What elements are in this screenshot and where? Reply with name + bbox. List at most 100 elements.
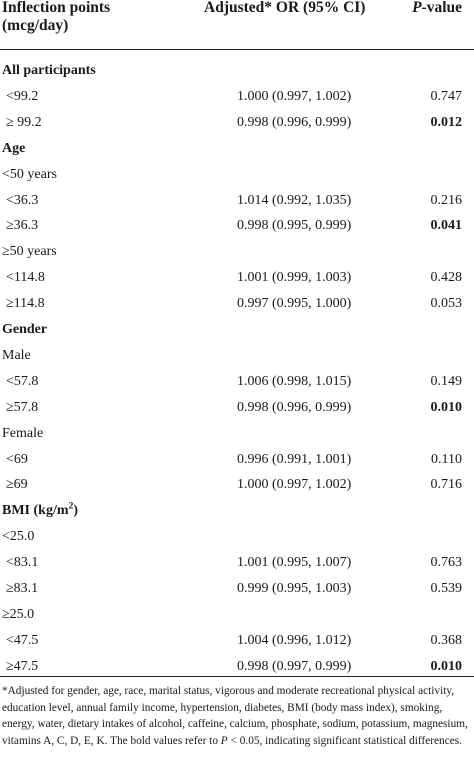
row-label-text: <83.1 (6, 555, 39, 571)
row-p-value: 0.539 (430, 581, 463, 596)
table-row: <57.8 1.006 (0.998, 1.015) 0.149 (0, 369, 474, 395)
header-adjusted-or: Adjusted* OR (95% CI) (204, 0, 366, 16)
row-label-text: <114.8 (6, 270, 45, 286)
row-odds-ratio: 0.998 (0.995, 0.999) (237, 218, 352, 234)
row-label: ≥57.8 (6, 395, 38, 421)
row-label-text: <57.8 (6, 373, 39, 389)
row-label: ≥36.3 (6, 213, 38, 239)
row-label: <36.3 (6, 188, 38, 214)
row-label: ≥25.0 (2, 602, 34, 628)
row-label-text: <25.0 (2, 529, 35, 545)
row-label-text: Male (2, 347, 31, 363)
row-label-after: ) (73, 503, 79, 519)
row-label-text: All participants (2, 63, 96, 78)
row-label-text: ≥25.0 (2, 606, 35, 622)
row-label: Age (2, 136, 25, 162)
row-label: <50 years (2, 162, 57, 188)
row-odds-ratio: 1.004 (0.996, 1.012) (237, 632, 352, 648)
row-label-text: ≥47.5 (6, 658, 39, 674)
table-row: <99.2 1.000 (0.997, 1.002) 0.747 (0, 84, 474, 110)
table-row: ≥83.1 0.999 (0.995, 1.003) 0.539 (0, 576, 474, 602)
table-footnote: *Adjusted for gender, age, race, marital… (2, 683, 470, 749)
row-odds-ratio: 0.998 (0.996, 0.999) (237, 399, 352, 415)
row-odds-ratio: 1.014 (0.992, 1.035) (237, 192, 352, 208)
row-odds-ratio: 1.001 (0.995, 1.007) (237, 555, 352, 571)
row-label: ≥47.5 (6, 654, 38, 680)
row-label-text: <47.5 (6, 632, 39, 648)
footnote-p-italic: P (220, 734, 228, 747)
row-label: ≥69 (6, 472, 28, 498)
row-label-text: <50 years (2, 166, 57, 182)
row-odds-ratio: 0.999 (0.995, 1.003) (237, 581, 352, 596)
row-p-value: 0.716 (430, 477, 463, 493)
row-label-text: Female (2, 425, 44, 441)
row-label: ≥ 99.2 (6, 110, 42, 136)
row-label: <57.8 (6, 369, 38, 395)
row-label-text: ≥83.1 (6, 581, 39, 596)
row-label-text: <36.3 (6, 192, 39, 208)
row-label-text: <69 (6, 451, 28, 467)
row-label: Gender (2, 317, 47, 343)
row-label-text: ≥114.8 (6, 296, 45, 312)
row-label-text: <99.2 (6, 88, 39, 104)
row-label-text: ≥ 99.2 (6, 114, 42, 130)
table-row: <47.5 1.004 (0.996, 1.012) 0.368 (0, 628, 474, 654)
header-rule (0, 49, 474, 50)
row-odds-ratio: 1.000 (0.997, 1.002) (237, 477, 352, 493)
table-row: ≥36.3 0.998 (0.995, 0.999) 0.041 (0, 213, 474, 239)
footnote-tail: < 0.05, indicating significant statistic… (227, 734, 462, 747)
row-label: ≥50 years (2, 239, 57, 265)
row-odds-ratio: 0.996 (0.991, 1.001) (237, 451, 352, 467)
row-label-text: ≥69 (6, 477, 28, 493)
section-row: All participants (0, 58, 474, 84)
row-odds-ratio: 1.006 (0.998, 1.015) (237, 373, 352, 389)
row-label: ≥114.8 (6, 291, 45, 317)
row-label: All participants (2, 58, 96, 84)
row-odds-ratio: 0.997 (0.995, 1.000) (237, 296, 352, 312)
footnote-text: *Adjusted for gender, age, race, marital… (2, 685, 468, 747)
row-odds-ratio: 0.998 (0.996, 0.999) (237, 114, 352, 130)
row-p-value: 0.216 (430, 192, 463, 208)
table-row: ≥69 1.000 (0.997, 1.002) 0.716 (0, 472, 474, 498)
row-label: <99.2 (6, 84, 38, 110)
row-label: Male (2, 343, 31, 369)
table-row: ≥ 99.2 0.998 (0.996, 0.999) 0.012 (0, 110, 474, 136)
row-label-text: BMI (kg/m (2, 503, 69, 519)
table-row: ≥57.8 0.998 (0.996, 0.999) 0.010 (0, 395, 474, 421)
row-label: <69 (6, 447, 28, 473)
row-label: <83.1 (6, 550, 38, 576)
subgroup-row: <25.0 (0, 524, 474, 550)
row-p-value: 0.747 (430, 88, 463, 104)
table-row: <83.1 1.001 (0.995, 1.007) 0.763 (0, 550, 474, 576)
row-label-text: Age (2, 140, 26, 156)
section-row: BMI (kg/m2) (0, 498, 474, 524)
header-p-value: P-value (412, 0, 462, 17)
row-p-value: 0.010 (430, 658, 463, 674)
row-p-value: 0.010 (430, 399, 463, 415)
section-row: Gender (0, 317, 474, 343)
table-row: <36.3 1.014 (0.992, 1.035) 0.216 (0, 188, 474, 214)
header-p-rest: -value (421, 0, 462, 16)
header-p-italic: P (412, 0, 422, 16)
row-p-value: 0.149 (430, 373, 463, 389)
subgroup-row: <50 years (0, 162, 474, 188)
row-p-value: 0.110 (431, 451, 462, 467)
table-row: <114.8 1.001 (0.999, 1.003) 0.428 (0, 265, 474, 291)
row-label: <47.5 (6, 628, 38, 654)
footer-rule (0, 676, 474, 677)
row-label-text: ≥50 years (2, 244, 57, 260)
header-inflection-points: Inflection points (mcg/day) (2, 0, 110, 35)
row-odds-ratio: 0.998 (0.997, 0.999) (237, 658, 352, 674)
section-row: Age (0, 136, 474, 162)
row-label-sup: 2 (68, 500, 74, 512)
subgroup-row: ≥50 years (0, 239, 474, 265)
row-p-value: 0.041 (430, 218, 463, 234)
row-odds-ratio: 1.000 (0.997, 1.002) (237, 88, 352, 104)
row-label: <114.8 (6, 265, 45, 291)
row-label-text: ≥36.3 (6, 218, 39, 234)
row-odds-ratio: 1.001 (0.999, 1.003) (237, 270, 352, 286)
row-p-value: 0.763 (430, 555, 463, 571)
row-label-text: Gender (2, 322, 48, 337)
subgroup-row: Female (0, 421, 474, 447)
